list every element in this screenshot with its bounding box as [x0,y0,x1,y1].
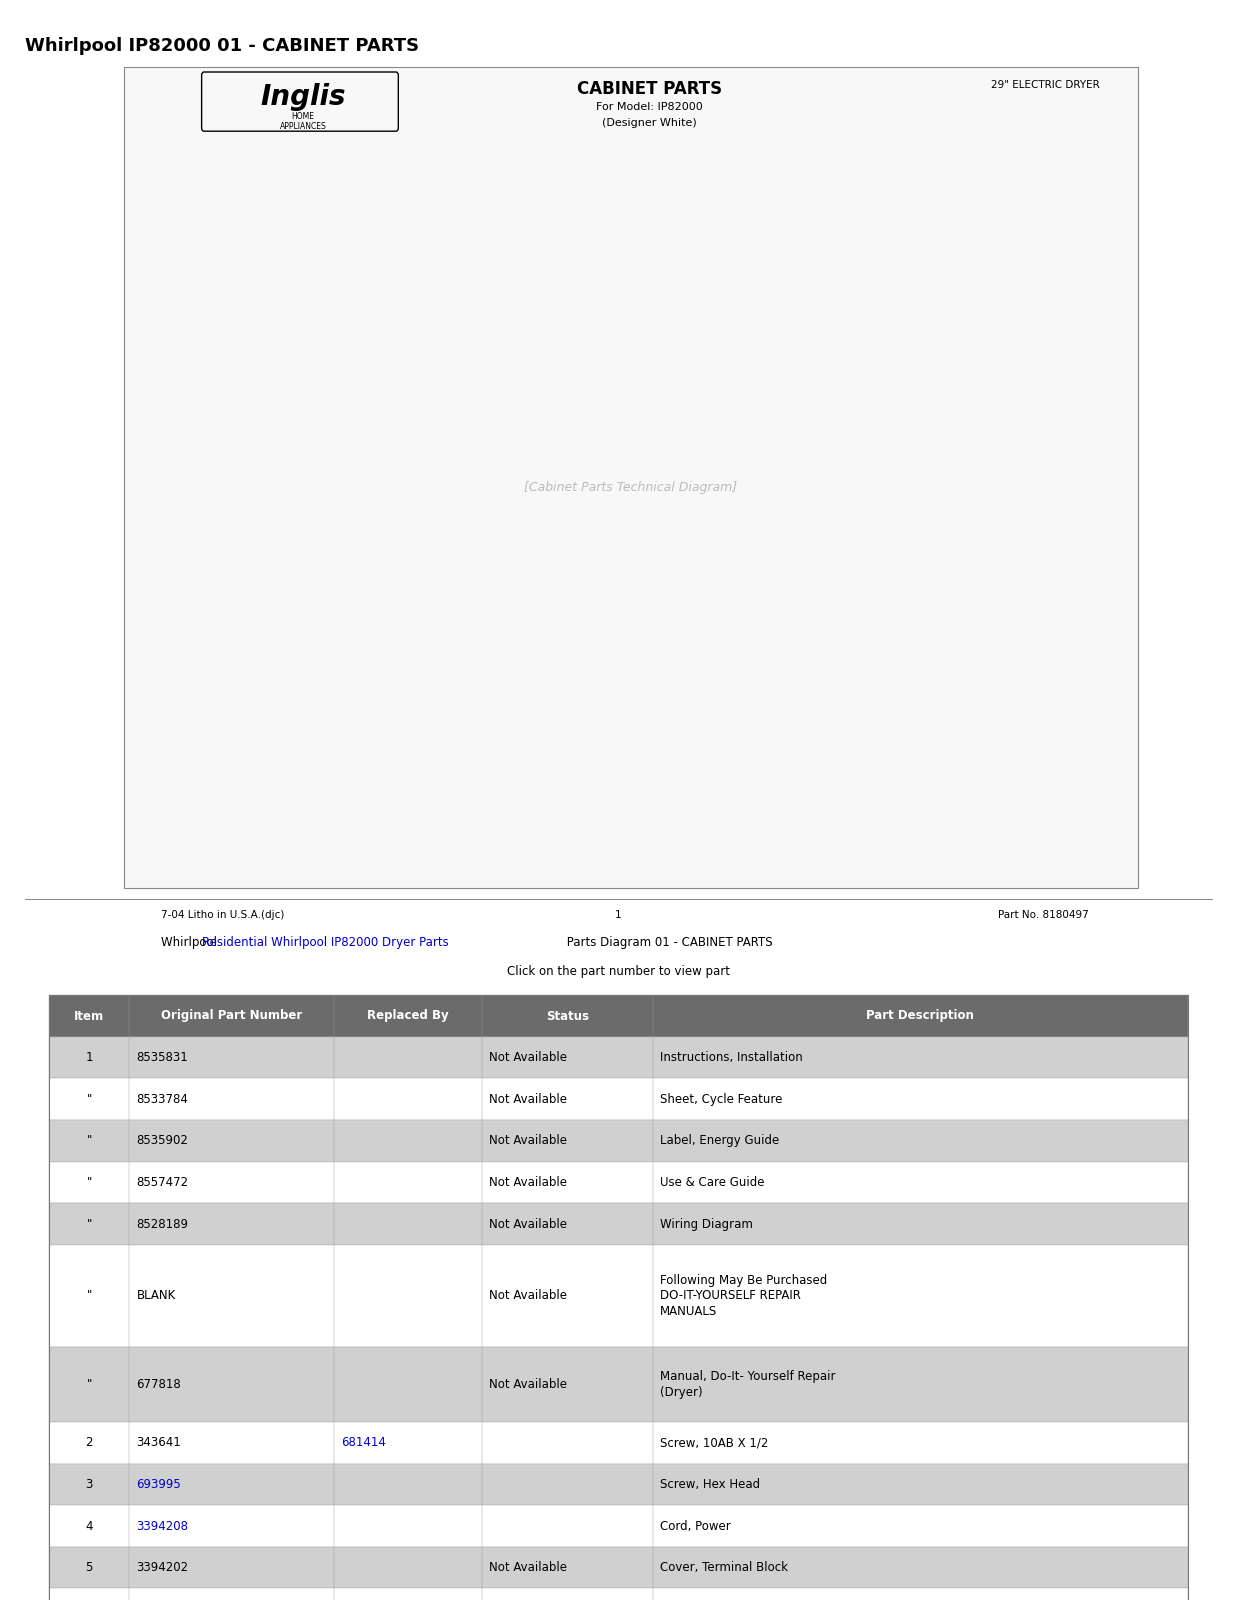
Text: 8535902: 8535902 [136,1134,188,1147]
Text: 677818: 677818 [136,1378,182,1390]
Text: Original Part Number: Original Part Number [161,1010,302,1022]
Text: Whirlpool IP82000 01 - CABINET PARTS: Whirlpool IP82000 01 - CABINET PARTS [25,37,419,54]
Text: Part No. 8180497: Part No. 8180497 [998,910,1089,920]
Text: 2: 2 [85,1437,93,1450]
Text: Instructions, Installation: Instructions, Installation [661,1051,803,1064]
FancyBboxPatch shape [49,1078,1188,1120]
Text: Screw, Hex Head: Screw, Hex Head [661,1478,761,1491]
Text: Cover, Terminal Block: Cover, Terminal Block [661,1562,788,1574]
Text: ": " [87,1218,92,1230]
Text: ": " [87,1290,92,1302]
Text: Wiring Diagram: Wiring Diagram [661,1218,753,1230]
Text: Replaced By: Replaced By [367,1010,449,1022]
Text: Screw, 10AB X 1/2: Screw, 10AB X 1/2 [661,1437,768,1450]
Text: Use & Care Guide: Use & Care Guide [661,1176,764,1189]
Text: Parts Diagram 01 - CABINET PARTS: Parts Diagram 01 - CABINET PARTS [563,936,772,949]
Text: Label, Energy Guide: Label, Energy Guide [661,1134,779,1147]
Text: 343641: 343641 [136,1437,182,1450]
Text: 5: 5 [85,1562,93,1574]
Text: 681414: 681414 [341,1437,386,1450]
Text: 4: 4 [85,1520,93,1533]
Text: Inglis: Inglis [260,83,346,112]
FancyBboxPatch shape [49,1547,1188,1589]
Text: Not Available: Not Available [490,1093,568,1106]
FancyBboxPatch shape [49,1506,1188,1547]
Text: Following May Be Purchased
DO-IT-YOURSELF REPAIR
MANUALS: Following May Be Purchased DO-IT-YOURSEL… [661,1274,828,1318]
Text: Status: Status [546,1010,589,1022]
Text: Manual, Do-It- Yourself Repair
(Dryer): Manual, Do-It- Yourself Repair (Dryer) [661,1370,835,1398]
Text: CABINET PARTS: CABINET PARTS [576,80,722,98]
Text: Not Available: Not Available [490,1378,568,1390]
Text: ": " [87,1176,92,1189]
Text: ": " [87,1378,92,1390]
Text: 3: 3 [85,1478,93,1491]
Text: 8528189: 8528189 [136,1218,188,1230]
FancyBboxPatch shape [49,995,1188,1037]
Text: 3394202: 3394202 [136,1562,189,1574]
Text: 1: 1 [615,910,622,920]
Text: [Cabinet Parts Technical Diagram]: [Cabinet Parts Technical Diagram] [524,482,737,494]
Text: Not Available: Not Available [490,1562,568,1574]
Text: Not Available: Not Available [490,1218,568,1230]
FancyBboxPatch shape [49,1245,1188,1347]
Text: 1: 1 [85,1051,93,1064]
Text: Sheet, Cycle Feature: Sheet, Cycle Feature [661,1093,783,1106]
Text: 8533784: 8533784 [136,1093,188,1106]
Text: 8535831: 8535831 [136,1051,188,1064]
Text: Not Available: Not Available [490,1051,568,1064]
Text: ": " [87,1134,92,1147]
Text: HOME
APPLIANCES: HOME APPLIANCES [280,112,327,131]
Text: Not Available: Not Available [490,1290,568,1302]
Text: 3394208: 3394208 [136,1520,188,1533]
FancyBboxPatch shape [49,1037,1188,1078]
Text: Click on the part number to view part: Click on the part number to view part [507,965,730,978]
Text: 693995: 693995 [136,1478,182,1491]
FancyBboxPatch shape [49,1203,1188,1245]
Text: Whirlpool: Whirlpool [161,936,220,949]
Text: For Model: IP82000: For Model: IP82000 [596,102,703,112]
FancyBboxPatch shape [124,67,1138,888]
Text: 29" ELECTRIC DRYER: 29" ELECTRIC DRYER [991,80,1100,90]
FancyBboxPatch shape [49,1422,1188,1464]
Text: 7-04 Litho in U.S.A.(djc): 7-04 Litho in U.S.A.(djc) [161,910,285,920]
FancyBboxPatch shape [49,1347,1188,1422]
FancyBboxPatch shape [49,1589,1188,1600]
Text: 8557472: 8557472 [136,1176,189,1189]
Text: Part Description: Part Description [866,1010,974,1022]
Text: (Designer White): (Designer White) [602,118,696,128]
Text: Item: Item [74,1010,104,1022]
FancyBboxPatch shape [49,1464,1188,1506]
Text: Not Available: Not Available [490,1176,568,1189]
Text: BLANK: BLANK [136,1290,176,1302]
Text: Not Available: Not Available [490,1134,568,1147]
FancyBboxPatch shape [49,1162,1188,1203]
Text: ": " [87,1093,92,1106]
Text: Residential Whirlpool IP82000 Dryer Parts: Residential Whirlpool IP82000 Dryer Part… [202,936,448,949]
Text: Cord, Power: Cord, Power [661,1520,731,1533]
FancyBboxPatch shape [49,1120,1188,1162]
